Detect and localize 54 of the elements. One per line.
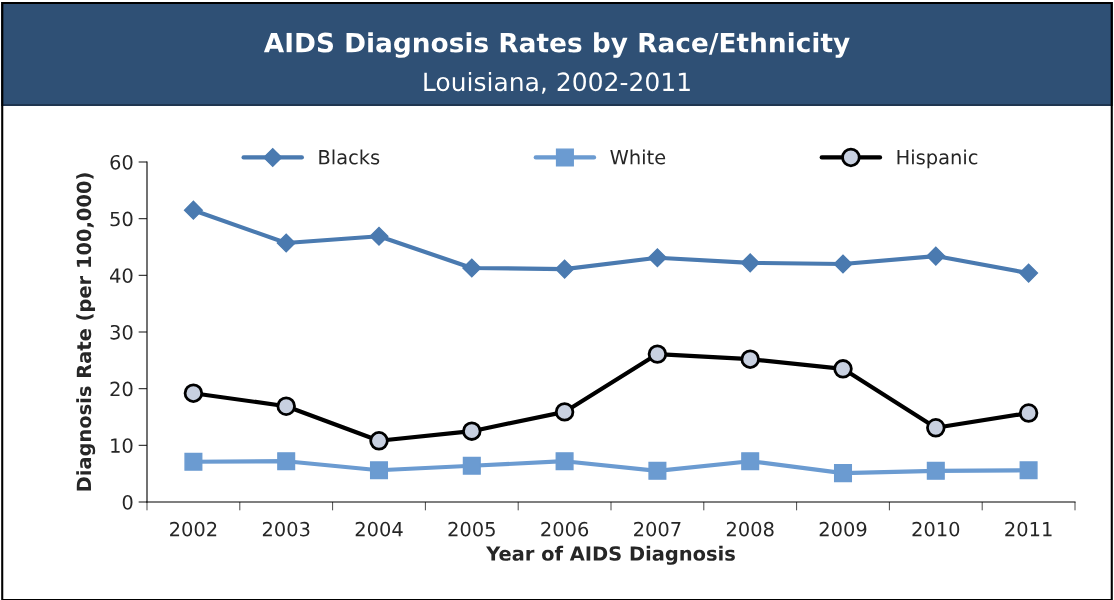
y-tick-label: 0 bbox=[122, 494, 133, 510]
point bbox=[648, 461, 667, 480]
y-tick-label: 50 bbox=[110, 211, 133, 227]
y-tick-label: 20 bbox=[110, 381, 133, 397]
y-tick-label: 40 bbox=[110, 268, 133, 283]
point bbox=[462, 456, 481, 475]
point bbox=[926, 246, 946, 266]
y-axis-title: Diagnosis Rate (per 100,000) bbox=[76, 173, 96, 491]
point bbox=[1019, 263, 1039, 283]
point bbox=[184, 452, 203, 471]
point bbox=[555, 452, 574, 471]
point bbox=[369, 431, 389, 451]
point bbox=[462, 421, 482, 441]
point bbox=[926, 461, 945, 480]
point bbox=[276, 233, 296, 253]
chart-subtitle: Louisiana, 2002-2011 bbox=[424, 71, 690, 94]
legend-label: Hispanic bbox=[897, 149, 978, 169]
point bbox=[833, 464, 853, 483]
point bbox=[740, 253, 760, 273]
point bbox=[1019, 461, 1038, 480]
y-tick-label: 30 bbox=[110, 324, 133, 340]
point bbox=[833, 359, 853, 379]
y-tick-label: 60 bbox=[110, 154, 133, 170]
legend-label: White bbox=[610, 149, 666, 165]
x-tick-label: 2005 bbox=[448, 521, 495, 537]
point bbox=[183, 383, 204, 403]
x-tick-label: 2009 bbox=[819, 521, 867, 537]
chart-title: AIDS Diagnosis Rates by Race/Ethnicity bbox=[263, 32, 850, 58]
point bbox=[462, 258, 482, 278]
point bbox=[740, 349, 760, 369]
x-tick-label: 2006 bbox=[541, 521, 589, 537]
point bbox=[647, 344, 668, 364]
x-tick-label: 2007 bbox=[634, 521, 681, 537]
point bbox=[554, 402, 575, 422]
point bbox=[1018, 403, 1039, 423]
point bbox=[926, 418, 946, 438]
x-tick-label: 2010 bbox=[912, 521, 960, 537]
x-tick-label: 2002 bbox=[170, 521, 217, 537]
point bbox=[369, 226, 389, 246]
x-tick-label: 2008 bbox=[726, 521, 774, 537]
point bbox=[369, 461, 389, 480]
point bbox=[277, 452, 296, 471]
point bbox=[833, 254, 853, 274]
point bbox=[276, 396, 296, 416]
point bbox=[647, 248, 667, 268]
point bbox=[183, 200, 203, 220]
x-tick-label: 2011 bbox=[1005, 521, 1052, 537]
x-tick-label: 2004 bbox=[355, 521, 403, 537]
legend-label: Blacks bbox=[319, 149, 380, 165]
point bbox=[555, 259, 575, 279]
x-tick-label: 2003 bbox=[262, 521, 310, 537]
x-axis-title: Year of AIDS Diagnosis bbox=[486, 545, 735, 565]
y-tick-label: 10 bbox=[111, 438, 133, 453]
point bbox=[741, 452, 760, 471]
